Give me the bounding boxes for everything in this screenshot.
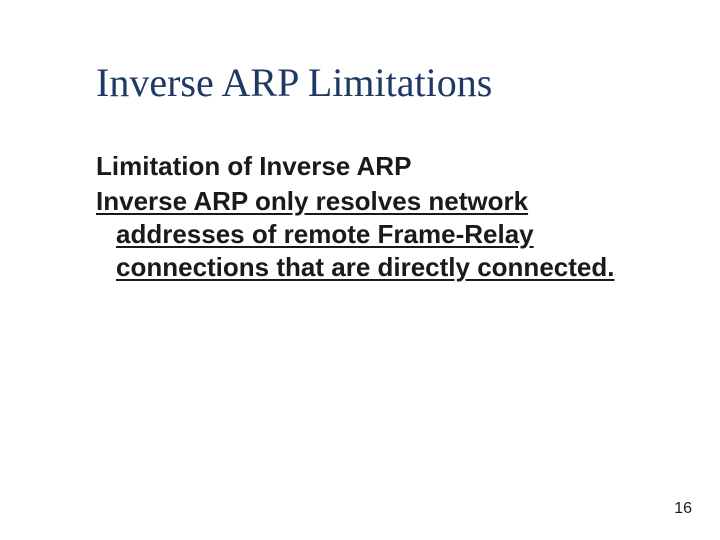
page-number: 16 [674, 500, 692, 518]
slide-body: Limitation of Inverse ARP Inverse ARP on… [96, 150, 636, 284]
body-paragraph: Inverse ARP only resolves network addres… [96, 185, 636, 285]
body-subheading: Limitation of Inverse ARP [96, 150, 636, 183]
slide-title: Inverse ARP Limitations [96, 59, 492, 106]
slide: Inverse ARP Limitations Limitation of In… [0, 0, 720, 540]
